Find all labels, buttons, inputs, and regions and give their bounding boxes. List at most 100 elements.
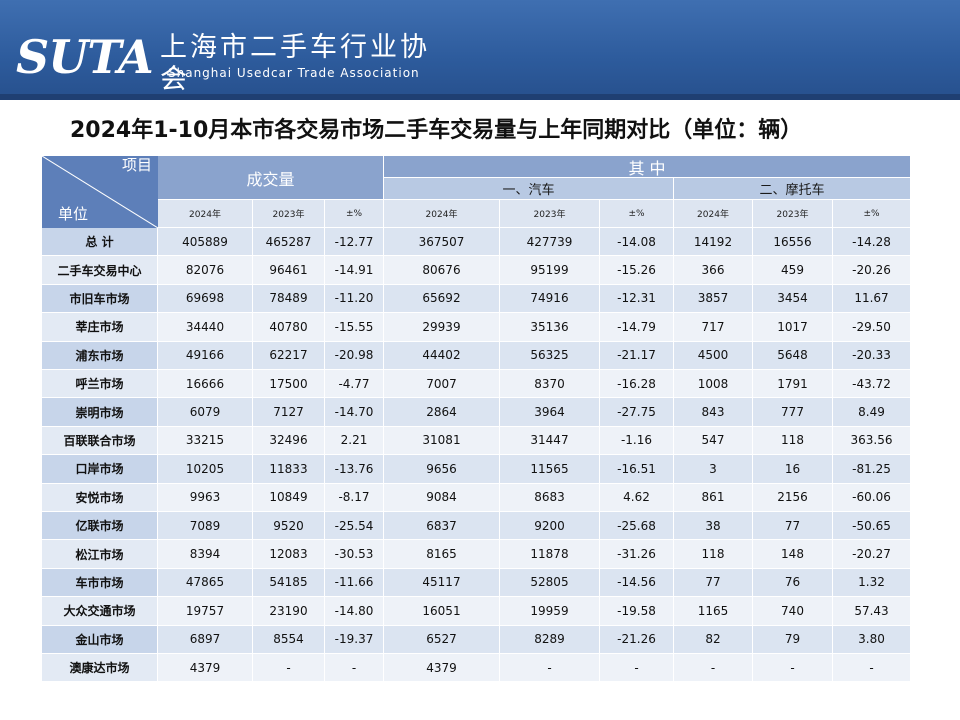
row-label: 大众交通市场 — [42, 597, 158, 626]
table-cell: 2864 — [384, 398, 500, 427]
table-cell: 17500 — [253, 370, 325, 399]
group-header-of-which: 其 中 — [384, 156, 911, 178]
corner-diagonal-line — [42, 156, 158, 228]
table-cell: -15.55 — [325, 313, 384, 342]
table-cell: 44402 — [384, 341, 500, 370]
association-logo: SUTA 上海市二手车行业协会 Shanghai Usedcar Trade A… — [10, 28, 450, 95]
table-cell: 14192 — [674, 228, 753, 257]
table-cell: 366 — [674, 256, 753, 285]
corner-label-unit: 单位 — [58, 205, 89, 223]
table-cell: -14.08 — [600, 228, 674, 257]
table-cell: 77 — [674, 568, 753, 598]
table-cell: 10849 — [253, 483, 325, 512]
table-cell: -12.77 — [325, 228, 384, 257]
table-corner-header: 项目 单位 — [42, 156, 158, 228]
table-cell: 16556 — [753, 228, 833, 257]
table-cell: -21.17 — [600, 341, 674, 370]
table-cell: 8394 — [158, 540, 253, 569]
row-label: 车市市场 — [42, 568, 158, 598]
table-cell: 6527 — [384, 625, 500, 654]
table-cell: 11.67 — [833, 284, 911, 314]
table-cell: -25.54 — [325, 512, 384, 541]
table-cell: 11565 — [500, 455, 600, 484]
table-cell: 9200 — [500, 512, 600, 541]
page-title: 2024年1-10月本市各交易市场二手车交易量与上年同期对比（单位：辆） — [70, 118, 803, 143]
table-cell: -14.28 — [833, 228, 911, 257]
table-cell: -8.17 — [325, 483, 384, 512]
table-cell: 3857 — [674, 284, 753, 314]
table-cell: 427739 — [500, 228, 600, 257]
table-cell: -14.70 — [325, 398, 384, 427]
row-label: 金山市场 — [42, 625, 158, 654]
table-cell: 9520 — [253, 512, 325, 541]
row-label: 澳康达市场 — [42, 654, 158, 682]
table-cell: 1008 — [674, 370, 753, 399]
table-cell: - — [253, 654, 325, 682]
row-label: 口岸市场 — [42, 455, 158, 484]
row-label: 松江市场 — [42, 540, 158, 569]
table-cell: -31.26 — [600, 540, 674, 569]
table-cell: -19.58 — [600, 597, 674, 626]
table-cell: 82076 — [158, 256, 253, 285]
table-cell: 118 — [674, 540, 753, 569]
table-cell: 1165 — [674, 597, 753, 626]
column-header: 2024年 — [674, 200, 753, 228]
table-cell: 6079 — [158, 398, 253, 427]
column-header: 2024年 — [158, 200, 253, 228]
table-cell: 8289 — [500, 625, 600, 654]
table-cell: -16.51 — [600, 455, 674, 484]
table-cell: 23190 — [253, 597, 325, 626]
table-cell: -20.98 — [325, 341, 384, 370]
table-cell: 32496 — [253, 426, 325, 456]
table-cell: -11.66 — [325, 568, 384, 598]
table-cell: 547 — [674, 426, 753, 456]
table-cell: 79 — [753, 625, 833, 654]
table-cell: 405889 — [158, 228, 253, 257]
table-cell: -19.37 — [325, 625, 384, 654]
row-label: 安悦市场 — [42, 483, 158, 512]
table-cell: 96461 — [253, 256, 325, 285]
subgroup-header-car: 一、汽车 — [384, 178, 674, 200]
table-cell: 3.80 — [833, 625, 911, 654]
table-cell: 9963 — [158, 483, 253, 512]
row-label: 莘庄市场 — [42, 313, 158, 342]
table-cell: 459 — [753, 256, 833, 285]
table-cell: 29939 — [384, 313, 500, 342]
table-cell: -13.76 — [325, 455, 384, 484]
table-cell: 62217 — [253, 341, 325, 370]
table-cell: 843 — [674, 398, 753, 427]
table-cell: 6837 — [384, 512, 500, 541]
row-label: 崇明市场 — [42, 398, 158, 427]
table-cell: 49166 — [158, 341, 253, 370]
table-cell: -20.33 — [833, 341, 911, 370]
table-cell: 80676 — [384, 256, 500, 285]
table-cell: 82 — [674, 625, 753, 654]
table-cell: 56325 — [500, 341, 600, 370]
table-cell: -27.75 — [600, 398, 674, 427]
table-cell: 3454 — [753, 284, 833, 314]
table-cell: 2156 — [753, 483, 833, 512]
table-cell: 363.56 — [833, 426, 911, 456]
table-cell: 33215 — [158, 426, 253, 456]
table-cell: 1.32 — [833, 568, 911, 598]
table-cell: 47865 — [158, 568, 253, 598]
logo-chinese-name: 上海市二手车行业协会 — [160, 32, 430, 95]
table-cell: 45117 — [384, 568, 500, 598]
table-cell: -14.91 — [325, 256, 384, 285]
table-cell: 34440 — [158, 313, 253, 342]
table-cell: 95199 — [500, 256, 600, 285]
table-cell: -14.56 — [600, 568, 674, 598]
table-cell: 10205 — [158, 455, 253, 484]
table-cell: 7007 — [384, 370, 500, 399]
table-cell: -4.77 — [325, 370, 384, 399]
table-cell: 9084 — [384, 483, 500, 512]
table-cell: 148 — [753, 540, 833, 569]
table-cell: 5648 — [753, 341, 833, 370]
table-cell: 3964 — [500, 398, 600, 427]
group-header-total: 成交量 — [158, 156, 384, 200]
row-label: 亿联市场 — [42, 512, 158, 541]
subgroup-header-motorcycle: 二、摩托车 — [674, 178, 911, 200]
column-header: 2023年 — [500, 200, 600, 228]
table-cell: 76 — [753, 568, 833, 598]
table-cell: -16.28 — [600, 370, 674, 399]
